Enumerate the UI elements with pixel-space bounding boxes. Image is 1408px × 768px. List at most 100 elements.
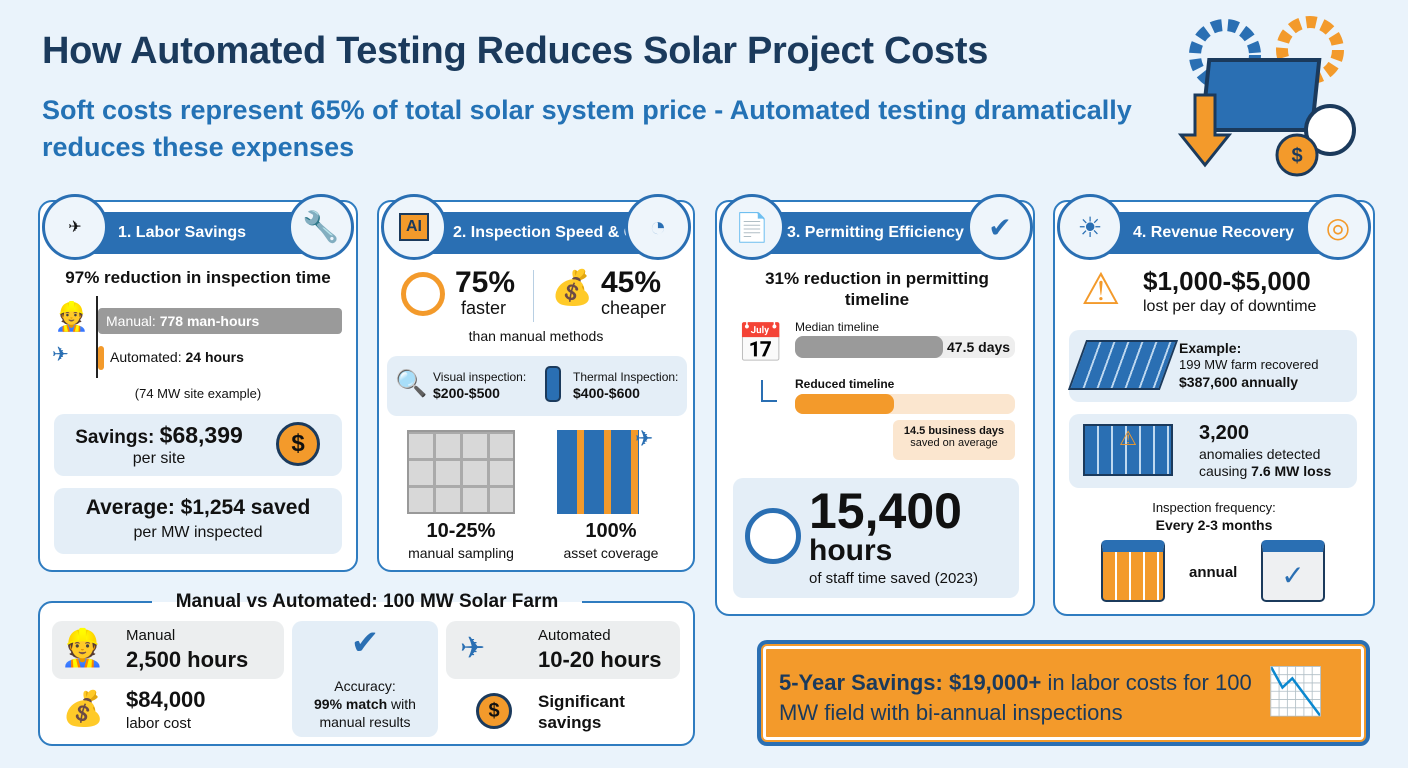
- reduced-label: Reduced timeline: [795, 377, 895, 391]
- anomalies-cause: causing 7.6 MW loss: [1199, 463, 1332, 479]
- automated-label: Automated: [538, 627, 611, 644]
- solar-farm-icon: [1067, 340, 1179, 390]
- manual-cost: $84,000: [126, 687, 206, 712]
- page-title: How Automated Testing Reduces Solar Proj…: [42, 30, 989, 72]
- banner-text: in labor costs for 100 MW field with bi-…: [779, 670, 1252, 725]
- drone-icon: ✈: [42, 194, 108, 260]
- coverage-label: asset coverage: [563, 545, 659, 561]
- clock-check-icon: ✔: [967, 194, 1033, 260]
- five-year-savings-banner: 5-Year Savings: $19,000+ in labor costs …: [757, 640, 1370, 746]
- thermal-price: $400-$600: [573, 385, 640, 401]
- sampling-panels-icon: [407, 430, 515, 514]
- inspection-speed-card: 2. Inspection Speed & Cost AI ◔ 75% fast…: [377, 194, 695, 572]
- banner-headline: 5-Year Savings: $19,000+: [779, 670, 1042, 695]
- worker-icon: 👷: [54, 301, 89, 332]
- hours-text: of staff time saved (2023): [809, 570, 978, 587]
- headline: 97% reduction in inspection time: [65, 268, 331, 287]
- manual-cost-label: labor cost: [126, 715, 192, 732]
- solar-gears-icon: $: [1177, 16, 1356, 177]
- visual-label: Visual inspection:: [433, 370, 527, 384]
- warning-icon: ⚠: [1081, 265, 1121, 314]
- automated-box: ✈ Automated 10-20 hours: [446, 621, 680, 679]
- than-label: than manual methods: [468, 328, 604, 344]
- automated-bar: [98, 346, 104, 370]
- manual-box: 👷 Manual 2,500 hours: [52, 621, 284, 679]
- panel-title: Manual vs Automated: 100 MW Solar Farm: [152, 591, 582, 613]
- speedometer-icon: ◔: [625, 194, 691, 260]
- loss-text: lost per day of downtime: [1143, 298, 1317, 315]
- wrench-gear-icon: 🔧: [288, 194, 354, 260]
- reduced-bar: [795, 394, 1015, 414]
- card-title: 1. Labor Savings: [70, 212, 330, 254]
- example-box: Example: 199 MW farm recovered $387,600 …: [1067, 330, 1357, 402]
- headline: 31% reduction in permitting timeline: [765, 269, 989, 309]
- visual-price: $200-$500: [433, 385, 500, 401]
- coverage-panels-icon: [557, 430, 639, 514]
- frequent-calendar-icon: [1101, 540, 1165, 602]
- example-value: $387,600 annually: [1179, 374, 1299, 390]
- price-box: 🔍 Visual inspection: $200-$500 Thermal I…: [387, 356, 687, 416]
- faulty-panels-icon: ⚠: [1083, 424, 1173, 476]
- average-unit: per MW inspected: [133, 524, 263, 541]
- card-title: 2. Inspection Speed & Cost: [409, 212, 665, 254]
- annual-calendar-icon: ✓: [1261, 540, 1325, 602]
- faster-label: faster: [461, 298, 507, 318]
- faster-pct: 75%: [455, 266, 516, 299]
- coverage-pct: 100%: [585, 520, 637, 542]
- check-circle-icon: ✔: [350, 624, 380, 662]
- card-title: 4. Revenue Recovery: [1085, 212, 1347, 254]
- automated-label: Automated: 24 hours: [110, 349, 244, 365]
- magnifier-icon: 🔍: [395, 368, 428, 398]
- automated-savings: Significant savings: [538, 692, 625, 732]
- revenue-card: 4. Revenue Recovery ☀ ◎ ⚠ $1,000-$5,000 …: [1053, 194, 1375, 616]
- annual-label: annual: [1189, 564, 1238, 581]
- site-note: (74 MW site example): [134, 386, 262, 401]
- sampling-pct: 10-25%: [426, 520, 496, 542]
- average-box: Average: $1,254 saved per MW inspected: [54, 488, 342, 554]
- frequency-value: Every 2-3 months: [1155, 517, 1273, 533]
- document-check-icon: 📄: [719, 194, 785, 260]
- cheaper-label: cheaper: [601, 298, 667, 318]
- saved-callout: 14.5 business days saved on average: [893, 420, 1015, 460]
- drone-icon: ✈: [52, 344, 69, 366]
- dollar-down-icon: $: [276, 422, 320, 466]
- savings-box: Savings: $68,399 per site $: [54, 414, 342, 476]
- median-bar: [795, 336, 1015, 358]
- automated-hours: 10-20 hours: [538, 647, 662, 672]
- hours-value: 15,400: [809, 483, 962, 539]
- money-hand-icon: 💰: [62, 690, 105, 728]
- cheaper-pct: 45%: [601, 266, 662, 299]
- manual-label: Manual: [126, 627, 176, 644]
- money-bag-icon: 💰: [551, 269, 594, 307]
- thermal-camera-icon: [545, 366, 561, 402]
- manual-hours: 2,500 hours: [126, 647, 249, 672]
- coins-down-trend-icon: 📉: [1267, 665, 1325, 717]
- drone-icon: ✈: [460, 632, 486, 665]
- anomalies-value: 3,200: [1199, 422, 1250, 444]
- manual-bar: Manual: 778 man-hours: [98, 308, 342, 334]
- median-value: 47.5 days: [947, 339, 1011, 355]
- stopwatch-icon: [401, 272, 445, 316]
- arrow-icon: [761, 380, 777, 402]
- page-subtitle: Soft costs represent 65% of total solar …: [42, 95, 1132, 162]
- drone-icon: ✈: [635, 426, 654, 451]
- solar-panel-sun-icon: ☀: [1057, 194, 1123, 260]
- accuracy-text: Accuracy: 99% match with manual results: [314, 678, 416, 730]
- sampling-label: manual sampling: [408, 545, 514, 561]
- ai-chip-icon: AI: [381, 194, 447, 260]
- svg-text:$: $: [1291, 145, 1302, 167]
- median-label: Median timeline: [795, 320, 880, 334]
- thermal-label: Thermal Inspection:: [573, 370, 679, 384]
- loss-value: $1,000-$5,000: [1143, 266, 1311, 296]
- calendar-clock-icon: 📅: [737, 323, 785, 365]
- savings-unit: per site: [132, 450, 186, 467]
- worker-wrench-icon: 👷: [60, 627, 105, 668]
- example-text: 199 MW farm recovered: [1179, 357, 1319, 372]
- dollar-down-icon: $: [476, 693, 512, 729]
- coin-stack-icon: ◎: [1305, 194, 1371, 260]
- hours-unit: hours: [809, 534, 893, 567]
- anomalies-box: ⚠ 3,200 anomalies detected causing 7.6 M…: [1069, 414, 1357, 488]
- accuracy-box: ✔ Accuracy: 99% match with manual results: [292, 621, 438, 737]
- clock-icon: [745, 508, 801, 564]
- comparison-panel: Manual vs Automated: 100 MW Solar Farm 👷…: [38, 591, 695, 746]
